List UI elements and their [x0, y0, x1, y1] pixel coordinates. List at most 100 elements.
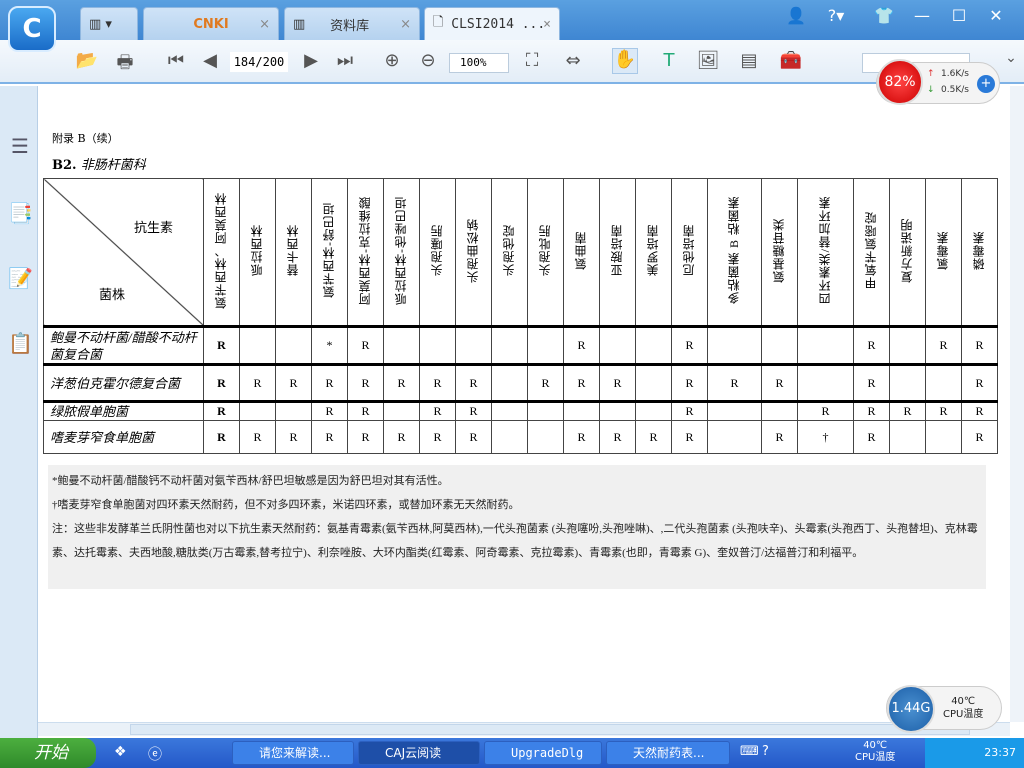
chevron-down-icon[interactable]: ⌄: [1005, 50, 1017, 66]
close-icon[interactable]: ×: [400, 16, 411, 32]
column-header: 甲氧苄氨嘧啶: [853, 178, 890, 327]
text-select-icon[interactable]: T: [663, 50, 675, 71]
column-header-label: 厄他培南: [682, 224, 696, 276]
appendix-heading: 附录 B（续）: [52, 132, 119, 145]
table-row: 洋葱伯克霍尔德复合菌 R R R R R R R R R R R R R R R R: [43, 363, 998, 402]
resistance-cell: R: [311, 420, 348, 454]
resistance-cell: [383, 400, 420, 421]
prev-page-icon[interactable]: ◀: [203, 50, 217, 71]
open-folder-icon[interactable]: 📂: [75, 50, 99, 71]
column-header: 氨基糖苷类: [761, 178, 798, 327]
cpu-temp: 40℃: [951, 696, 976, 707]
tab-library[interactable]: ▥ 资料库 ×: [284, 7, 420, 40]
title-bar: ▥ ▾ CNKI × ▥ 资料库 × 🗋 CLSI2014 ... × 👤 ?▾ 👕 …: [0, 0, 1024, 40]
close-icon[interactable]: ×: [259, 16, 270, 32]
column-header: 氨苄西林-舒巴坦: [311, 178, 348, 327]
resistance-cell: [419, 325, 456, 365]
resistance-cell: [275, 325, 312, 365]
resistance-cell: [527, 325, 564, 365]
column-header: 厄他培南: [671, 178, 708, 327]
keyboard-icon[interactable]: ⌨: [740, 744, 759, 759]
column-header-label: 氨苄西林、阿莫西林: [214, 191, 228, 309]
column-header-label: 甲氧苄氨嘧啶: [864, 211, 878, 289]
maximize-button[interactable]: ☐: [951, 6, 967, 25]
resistance-cell: [275, 400, 312, 421]
start-button[interactable]: 开始: [0, 738, 96, 768]
intrinsic-resistance-table: 抗生素 菌株 氨苄西林、阿莫西林 哌拉西林 替卡西林 氨苄西林-舒巴坦 阿莫西林-克拉维酸…: [43, 178, 998, 454]
column-header-label: 美罗培南: [646, 224, 660, 276]
resistance-cell: [925, 363, 962, 402]
image-select-icon[interactable]: 🖼: [696, 50, 720, 71]
tab-clsi2014[interactable]: 🗋 CLSI2014 ... ×: [424, 7, 560, 40]
taskbar-item[interactable]: 请您来解读...: [232, 741, 354, 765]
scroll-thumb[interactable]: [130, 724, 970, 735]
resistance-cell: [239, 325, 276, 365]
resistance-cell: R: [347, 363, 384, 402]
column-header-label: 氨曲南: [574, 230, 588, 270]
resistance-cell: R: [563, 420, 600, 454]
tab-cnki[interactable]: CNKI ×: [143, 7, 279, 40]
fit-width-icon[interactable]: ⇔: [565, 50, 581, 71]
column-header-label: 头孢曲松钠: [466, 217, 480, 283]
zoom-in-icon[interactable]: ⊕: [384, 50, 400, 71]
browser-quicklaunch-icon[interactable]: ⓔ: [148, 747, 162, 763]
table-row: 绿脓假单胞菌 R R R R R R R R R R R: [43, 400, 998, 421]
annotation-icon[interactable]: 📝: [8, 266, 33, 290]
outline-list-icon[interactable]: ☰: [11, 134, 29, 158]
organism-name: 嗜麦芽窄食单胞菌: [43, 420, 204, 454]
resistance-cell: [635, 363, 672, 402]
resistance-cell: R: [925, 325, 962, 365]
next-page-icon[interactable]: ▶: [304, 50, 318, 71]
web-clip-icon[interactable]: ▤: [740, 50, 758, 71]
resistance-cell: [599, 325, 636, 365]
library-menu-button[interactable]: ▥ ▾: [80, 7, 138, 40]
cpu-widget[interactable]: 1.44G 40℃ CPU温度: [886, 685, 1002, 733]
help-icon[interactable]: ?▾: [827, 6, 845, 25]
resistance-cell: R: [797, 400, 854, 421]
resistance-cell: R: [455, 363, 492, 402]
zoom-out-icon[interactable]: ⊖: [420, 50, 436, 71]
minimize-button[interactable]: —: [914, 6, 930, 25]
antibiotic-axis-label: 抗生素: [133, 220, 173, 235]
hand-tool-icon[interactable]: ✋: [612, 48, 638, 74]
taskbar-item[interactable]: UpgradeDlg: [484, 741, 602, 765]
resistance-cell: [239, 400, 276, 421]
resistance-cell: [491, 400, 528, 421]
bookmark-icon[interactable]: 📑: [8, 201, 33, 225]
resistance-cell: R: [599, 363, 636, 402]
notes-list-icon[interactable]: 📋: [8, 331, 33, 355]
resistance-cell: [455, 325, 492, 365]
quicklaunch-icon[interactable]: ❖: [114, 744, 127, 760]
help-tray-icon[interactable]: ?: [762, 744, 769, 759]
plus-icon[interactable]: +: [977, 75, 995, 93]
tab-label: CLSI2014 ...: [451, 16, 546, 32]
fit-page-icon[interactable]: ⛶: [525, 50, 539, 71]
skin-icon[interactable]: 👕: [874, 6, 894, 25]
resistance-cell: [707, 420, 762, 454]
tray-temp-label: CPU温度: [855, 752, 896, 763]
resistance-cell: R: [419, 420, 456, 454]
resistance-cell: R: [275, 420, 312, 454]
system-tray: 23:37: [925, 738, 1024, 768]
taskbar-item-active[interactable]: CAJ云阅读: [358, 741, 480, 765]
first-page-icon[interactable]: ⏮: [167, 50, 185, 71]
page-number-input[interactable]: 184/200: [230, 52, 288, 72]
toolbox-icon[interactable]: 🧰: [779, 50, 803, 71]
column-header: 美罗培南: [635, 178, 672, 327]
print-icon[interactable]: 🖶: [116, 52, 134, 73]
resistance-cell: [707, 325, 762, 365]
column-header-label: 多粘菌素 B 粘菌素: [727, 195, 741, 304]
zoom-select[interactable]: 100%: [449, 53, 509, 73]
clock: 23:37: [984, 746, 1016, 759]
last-page-icon[interactable]: ⏭: [336, 50, 354, 71]
vertical-scrollbar[interactable]: [1010, 86, 1024, 722]
close-icon[interactable]: ×: [543, 16, 551, 32]
horizontal-scrollbar[interactable]: [38, 722, 1010, 736]
close-window-button[interactable]: ✕: [989, 6, 1003, 25]
resistance-cell: R: [239, 363, 276, 402]
network-monitor[interactable]: 82% ↑ 1.6K/s ↓ 0.5K/s +: [876, 59, 1000, 105]
column-header: 氨曲南: [563, 178, 600, 327]
column-header-label: 亚胺培南: [610, 224, 624, 276]
user-icon[interactable]: 👤: [786, 6, 806, 25]
taskbar-item[interactable]: 天然耐药表...: [606, 741, 730, 765]
